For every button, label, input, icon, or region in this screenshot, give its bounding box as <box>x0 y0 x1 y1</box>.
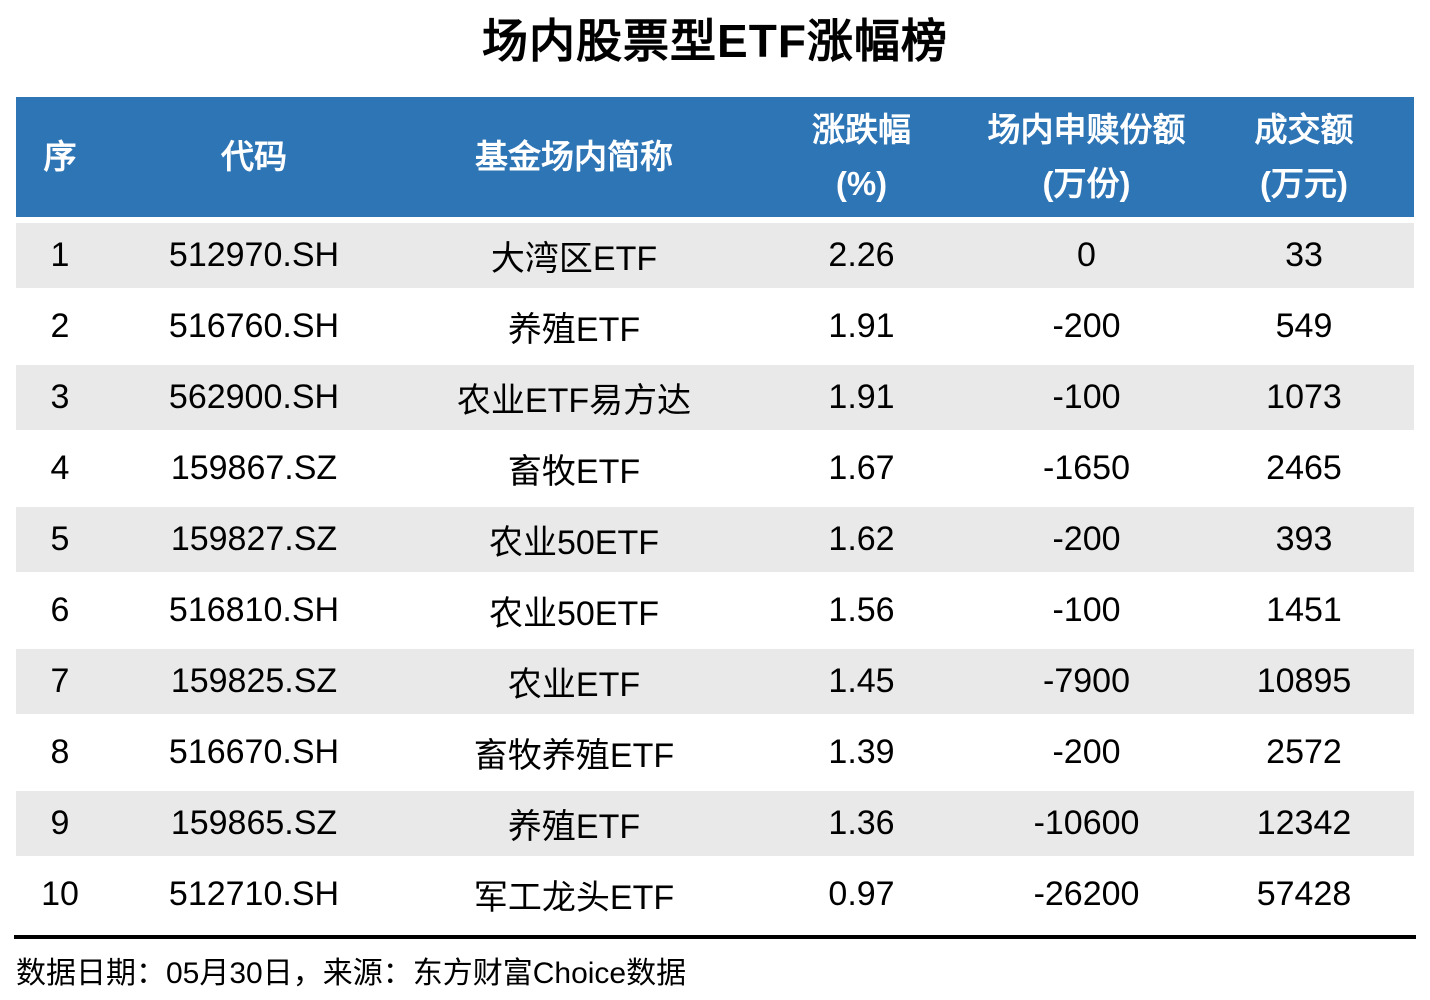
etf-table-header: 序 代码 基金场内简称 涨跌幅 (%) <box>16 97 1414 217</box>
code-cell: 159867.SZ <box>104 436 404 501</box>
rank-cell: 8 <box>16 720 104 785</box>
table-row: 6 516810.SH 农业50ETF 1.56 -100 1451 <box>16 578 1414 643</box>
code-cell: 512710.SH <box>104 862 404 927</box>
change-pct-cell: 1.36 <box>744 791 979 856</box>
change-pct-cell: 0.97 <box>744 862 979 927</box>
header-label: 涨跌幅 <box>812 110 911 148</box>
fund-name-cell: 农业ETF易方达 <box>404 365 744 430</box>
fund-name-cell: 农业50ETF <box>404 507 744 572</box>
header-fund-name: 基金场内简称 <box>404 97 744 217</box>
fund-name-cell: 军工龙头ETF <box>404 862 744 927</box>
code-cell: 562900.SH <box>104 365 404 430</box>
table-row: 3 562900.SH 农业ETF易方达 1.91 -100 1073 <box>16 365 1414 430</box>
fund-name-cell: 畜牧ETF <box>404 436 744 501</box>
turnover-cell: 393 <box>1194 507 1414 572</box>
redemption-shares-cell: -10600 <box>979 791 1194 856</box>
header-label: 基金场内简称 <box>475 137 673 175</box>
change-pct-cell: 2.26 <box>744 223 979 288</box>
change-pct-cell: 1.91 <box>744 365 979 430</box>
turnover-cell: 2465 <box>1194 436 1414 501</box>
code-cell: 516670.SH <box>104 720 404 785</box>
rank-cell: 5 <box>16 507 104 572</box>
fund-name-cell: 农业50ETF <box>404 578 744 643</box>
redemption-shares-cell: -1650 <box>979 436 1194 501</box>
header-redemption-shares: 场内申赎份额 (万份) <box>979 97 1194 217</box>
rank-cell: 2 <box>16 294 104 359</box>
code-cell: 516760.SH <box>104 294 404 359</box>
table-row: 10 512710.SH 军工龙头ETF 0.97 -26200 57428 <box>16 862 1414 927</box>
table-row: 8 516670.SH 畜牧养殖ETF 1.39 -200 2572 <box>16 720 1414 785</box>
header-label: 代码 <box>221 137 287 175</box>
header-change-pct: 涨跌幅 (%) <box>744 97 979 217</box>
redemption-shares-cell: -200 <box>979 507 1194 572</box>
turnover-cell: 57428 <box>1194 862 1414 927</box>
change-pct-cell: 1.45 <box>744 649 979 714</box>
fund-name-cell: 农业ETF <box>404 649 744 714</box>
fund-name-cell: 养殖ETF <box>404 791 744 856</box>
fund-name-cell: 养殖ETF <box>404 294 744 359</box>
turnover-cell: 12342 <box>1194 791 1414 856</box>
turnover-cell: 10895 <box>1194 649 1414 714</box>
change-pct-cell: 1.62 <box>744 507 979 572</box>
fund-name-cell: 大湾区ETF <box>404 223 744 288</box>
code-cell: 512970.SH <box>104 223 404 288</box>
rank-cell: 9 <box>16 791 104 856</box>
change-pct-cell: 1.39 <box>744 720 979 785</box>
redemption-shares-cell: -100 <box>979 365 1194 430</box>
rank-cell: 1 <box>16 223 104 288</box>
code-cell: 516810.SH <box>104 578 404 643</box>
etf-table: 序 代码 基金场内简称 涨跌幅 (%) <box>16 91 1414 933</box>
fund-name-cell: 畜牧养殖ETF <box>404 720 744 785</box>
table-row: 1 512970.SH 大湾区ETF 2.26 0 33 <box>16 223 1414 288</box>
table-row: 9 159865.SZ 养殖ETF 1.36 -10600 12342 <box>16 791 1414 856</box>
turnover-cell: 1073 <box>1194 365 1414 430</box>
header-rank: 序 <box>16 97 104 217</box>
header-row: 序 代码 基金场内简称 涨跌幅 (%) <box>16 97 1414 217</box>
redemption-shares-cell: -200 <box>979 720 1194 785</box>
redemption-shares-cell: -100 <box>979 578 1194 643</box>
code-cell: 159865.SZ <box>104 791 404 856</box>
rank-cell: 6 <box>16 578 104 643</box>
redemption-shares-cell: -7900 <box>979 649 1194 714</box>
etf-table-container: 序 代码 基金场内简称 涨跌幅 (%) <box>0 91 1430 933</box>
header-turnover: 成交额 (万元) <box>1194 97 1414 217</box>
redemption-shares-cell: -200 <box>979 294 1194 359</box>
table-row: 2 516760.SH 养殖ETF 1.91 -200 549 <box>16 294 1414 359</box>
header-code: 代码 <box>104 97 404 217</box>
change-pct-cell: 1.56 <box>744 578 979 643</box>
page-title: 场内股票型ETF涨幅榜 <box>482 15 948 67</box>
rank-cell: 7 <box>16 649 104 714</box>
header-label: 序 <box>43 137 77 175</box>
code-cell: 159825.SZ <box>104 649 404 714</box>
table-row: 5 159827.SZ 农业50ETF 1.62 -200 393 <box>16 507 1414 572</box>
redemption-shares-cell: -26200 <box>979 862 1194 927</box>
rank-cell: 10 <box>16 862 104 927</box>
table-row: 4 159867.SZ 畜牧ETF 1.67 -1650 2465 <box>16 436 1414 501</box>
turnover-cell: 549 <box>1194 294 1414 359</box>
code-cell: 159827.SZ <box>104 507 404 572</box>
table-row: 7 159825.SZ 农业ETF 1.45 -7900 10895 <box>16 649 1414 714</box>
turnover-cell: 2572 <box>1194 720 1414 785</box>
header-unit: (%) <box>835 165 888 202</box>
rank-cell: 3 <box>16 365 104 430</box>
redemption-shares-cell: 0 <box>979 223 1194 288</box>
etf-table-body: 1 512970.SH 大湾区ETF 2.26 0 33 2 516760.SH 养殖ETF 1.… <box>16 223 1414 927</box>
header-label: 场内申赎份额 <box>987 110 1186 148</box>
header-label: 成交额 <box>1254 110 1354 148</box>
turnover-cell: 33 <box>1194 223 1414 288</box>
turnover-cell: 1451 <box>1194 578 1414 643</box>
change-pct-cell: 1.67 <box>744 436 979 501</box>
rank-cell: 4 <box>16 436 104 501</box>
data-source-note: 数据日期：05月30日，来源：东方财富Choice数据 <box>14 935 1416 992</box>
change-pct-cell: 1.91 <box>744 294 979 359</box>
header-unit: (万元) <box>1260 165 1348 202</box>
header-unit: (万份) <box>1042 165 1131 202</box>
